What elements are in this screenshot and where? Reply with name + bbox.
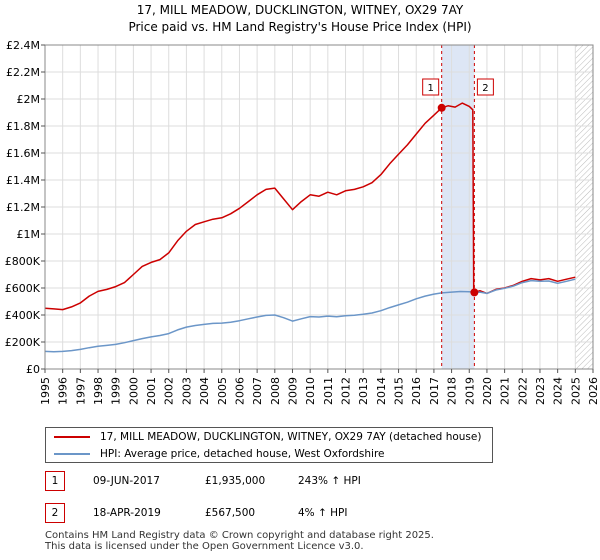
sale-hpi-change: 4% ↑ HPI: [298, 507, 348, 519]
price-chart: 1 2 £0 £200K £400K £600K £800K £1M £1.2M £1.4M £1…: [5, 39, 600, 405]
x-tick-label: 2003: [180, 377, 193, 405]
series-line-property: [44, 102, 576, 311]
sale-number-badge: 2: [45, 503, 65, 523]
y-tick-label: £1.2M: [6, 201, 40, 214]
y-tick-label: £0: [26, 363, 40, 376]
legend: 17, MILL MEADOW, DUCKLINGTON, WITNEY, OX…: [45, 427, 493, 463]
x-tick-label: 2006: [233, 377, 246, 405]
chart-title-line1: 17, MILL MEADOW, DUCKLINGTON, WITNEY, OX…: [136, 3, 464, 17]
sale-dot: [437, 103, 446, 112]
x-tick-label: 2011: [322, 377, 335, 405]
chart-title-line2: Price paid vs. HM Land Registry's House …: [128, 20, 472, 34]
x-tick-label: 2025: [569, 377, 582, 405]
sale-label-box: [422, 78, 440, 96]
x-tick-label: 2007: [251, 377, 264, 405]
legend-label-hpi: HPI: Average price, detached house, West…: [100, 448, 385, 460]
x-tick-label: 1995: [39, 377, 52, 405]
x-tick-label: 2010: [304, 377, 317, 405]
footer-copyright: Contains HM Land Registry data © Crown c…: [45, 530, 434, 541]
x-tick-label: 2024: [552, 377, 565, 405]
y-tick-label: £200K: [5, 336, 41, 349]
footer: Contains HM Land Registry data © Crown c…: [45, 530, 565, 552]
x-tick-label: 2005: [216, 377, 229, 405]
x-tick-label: 2017: [428, 377, 441, 405]
sale-price: £567,500: [205, 507, 256, 519]
sale-date: 09-JUN-2017: [93, 475, 160, 487]
legend-line-property: [54, 436, 90, 438]
x-tick-label: 2014: [375, 377, 388, 405]
series-line-hpi: [44, 278, 576, 353]
chart-title: 17, MILL MEADOW, DUCKLINGTON, WITNEY, OX…: [0, 2, 600, 36]
x-tick-label: 2016: [410, 377, 423, 405]
sale-label: 1: [427, 83, 433, 94]
x-tick-label: 2009: [286, 377, 299, 405]
legend-label-property: 17, MILL MEADOW, DUCKLINGTON, WITNEY, OX…: [100, 431, 482, 443]
x-tick-label: 2015: [393, 377, 406, 405]
y-tick-label: £600K: [5, 282, 41, 295]
x-tick-label: 2004: [198, 377, 211, 405]
legend-item-property: 17, MILL MEADOW, DUCKLINGTON, WITNEY, OX…: [54, 429, 481, 445]
x-tick-label: 2001: [145, 377, 158, 405]
sale-price: £1,935,000: [205, 475, 266, 487]
x-tick-label: 2021: [499, 377, 512, 405]
x-tick-label: 2022: [516, 377, 529, 405]
x-tick-label: 2012: [340, 377, 353, 405]
x-tick-label: 2023: [534, 377, 547, 405]
x-tick-label: 2008: [269, 377, 282, 405]
legend-line-hpi: [54, 453, 90, 455]
sale-label-box: [476, 78, 494, 96]
x-tick-label: 1997: [74, 377, 87, 405]
x-tick-label: 2002: [163, 377, 176, 405]
x-tick-label: 1998: [92, 377, 105, 405]
x-tick-label: 2026: [587, 377, 600, 405]
x-tick-label: 1999: [110, 377, 123, 405]
sale-hpi-change: 243% ↑ HPI: [298, 475, 361, 487]
x-tick-label: 1996: [57, 377, 70, 405]
x-tick-label: 2018: [446, 377, 459, 405]
y-tick-label: £1M: [17, 228, 41, 241]
y-tick-label: £400K: [5, 309, 41, 322]
sale-date: 18-APR-2019: [93, 507, 161, 519]
x-tick-label: 2000: [127, 377, 140, 405]
y-tick-label: £2.4M: [6, 39, 40, 52]
sale-dot: [470, 288, 479, 297]
y-tick-label: £2.2M: [6, 66, 40, 79]
sale-row: 2 18-APR-2019 £567,500 4% ↑ HPI: [45, 503, 505, 523]
footer-licence: This data is licensed under the Open Gov…: [45, 541, 364, 552]
x-tick-label: 2013: [357, 377, 370, 405]
y-tick-label: £1.8M: [6, 120, 40, 133]
y-tick-label: £2M: [17, 93, 41, 106]
x-tick-label: 2019: [463, 377, 476, 405]
sale-row: 1 09-JUN-2017 £1,935,000 243% ↑ HPI: [45, 471, 505, 491]
y-tick-label: £1.4M: [6, 174, 40, 187]
sale-label: 2: [482, 83, 488, 94]
sale-number-badge: 1: [45, 471, 65, 491]
y-tick-label: £800K: [5, 255, 41, 268]
x-tick-label: 2020: [481, 377, 494, 405]
legend-item-hpi: HPI: Average price, detached house, West…: [54, 446, 385, 462]
y-tick-label: £1.6M: [6, 147, 40, 160]
